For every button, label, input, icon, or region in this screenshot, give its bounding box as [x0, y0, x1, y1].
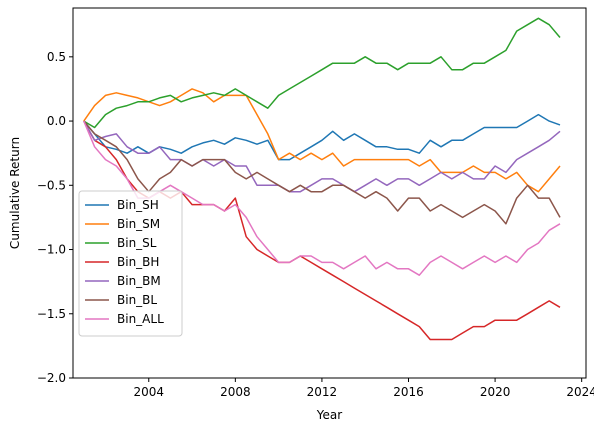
x-tick-label: 2012 [307, 385, 338, 399]
legend-label: Bin_SH [117, 198, 159, 212]
legend-label: Bin_BH [117, 255, 159, 269]
legend-label: Bin_SL [117, 236, 157, 250]
y-tick-label: −0.5 [37, 178, 66, 192]
y-tick-label: −1.5 [37, 307, 66, 321]
x-tick-label: 2004 [133, 385, 164, 399]
legend-label: Bin_ALL [117, 312, 164, 326]
series-line-bin-sl [83, 17, 561, 129]
legend-label: Bin_BM [117, 274, 161, 288]
y-tick-label: 0.0 [47, 114, 66, 128]
plot-frame [72, 7, 587, 379]
y-axis-title: Cumulative Return [8, 137, 22, 249]
x-axis: 2004 2008 2012 2016 2020 2024 [133, 378, 594, 399]
legend-label: Bin_BL [117, 293, 157, 307]
legend: Bin_SH Bin_SM Bin_SL Bin_BH Bin_BM Bin_BL Bin_… [78, 190, 183, 337]
x-tick-label: 2020 [480, 385, 511, 399]
y-tick-label: −2.0 [37, 371, 66, 385]
y-tick-label: 0.5 [47, 50, 66, 64]
y-axis: −2.0 −1.5 −1.0 −0.5 0.0 0.5 [37, 50, 73, 385]
x-axis-title: Year [316, 408, 342, 422]
series-line-bin-bm [83, 120, 561, 193]
series-line-bin-all [83, 120, 561, 276]
x-tick-label: 2024 [566, 385, 594, 399]
series-line-bin-sm [83, 88, 561, 193]
y-tick-label: −1.0 [37, 243, 66, 257]
series-line-bin-sh [83, 113, 561, 161]
x-tick-label: 2008 [220, 385, 251, 399]
series-line-bin-bl [83, 120, 561, 225]
x-tick-label: 2016 [393, 385, 424, 399]
legend-label: Bin_SM [117, 217, 160, 231]
